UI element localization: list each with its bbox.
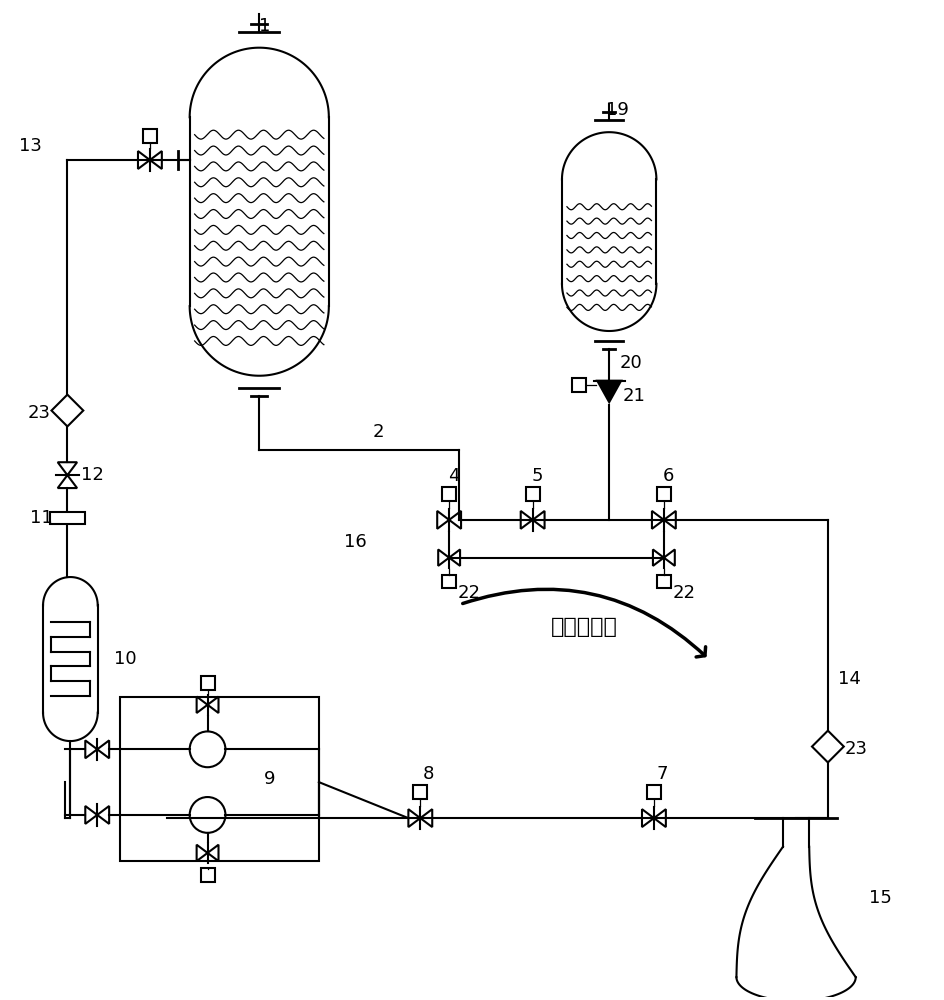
Text: 4: 4 (448, 467, 460, 485)
Bar (572, 378, 586, 392)
Text: 22: 22 (672, 584, 695, 602)
Text: 10: 10 (113, 650, 136, 668)
Text: 6: 6 (663, 467, 675, 485)
Bar (201, 676, 214, 690)
Text: 换热大循环: 换热大循环 (551, 617, 617, 637)
Bar (657, 487, 671, 501)
Text: 19: 19 (606, 101, 629, 119)
Text: 11: 11 (30, 509, 53, 527)
Text: 13: 13 (19, 137, 42, 155)
Bar (143, 129, 157, 143)
Bar (120, 697, 319, 861)
Bar (442, 575, 456, 588)
Text: 12: 12 (81, 466, 104, 484)
Text: 16: 16 (345, 533, 367, 551)
Bar (526, 487, 540, 501)
Text: 15: 15 (869, 889, 892, 907)
Text: 21: 21 (623, 387, 646, 405)
Text: 1: 1 (259, 17, 270, 35)
Text: 9: 9 (263, 770, 275, 788)
Text: 23: 23 (28, 404, 51, 422)
Bar (442, 487, 456, 501)
Text: 20: 20 (619, 354, 643, 372)
Bar (647, 785, 661, 799)
Bar (413, 785, 428, 799)
Bar (657, 575, 671, 588)
Polygon shape (598, 381, 621, 402)
Bar (201, 868, 214, 882)
Text: 8: 8 (423, 765, 434, 783)
Bar (50, 512, 85, 524)
Text: 2: 2 (373, 423, 384, 441)
Text: 22: 22 (458, 584, 480, 602)
Text: 7: 7 (656, 765, 667, 783)
Text: 23: 23 (844, 740, 868, 758)
Text: 14: 14 (838, 670, 861, 688)
Text: 5: 5 (531, 467, 544, 485)
